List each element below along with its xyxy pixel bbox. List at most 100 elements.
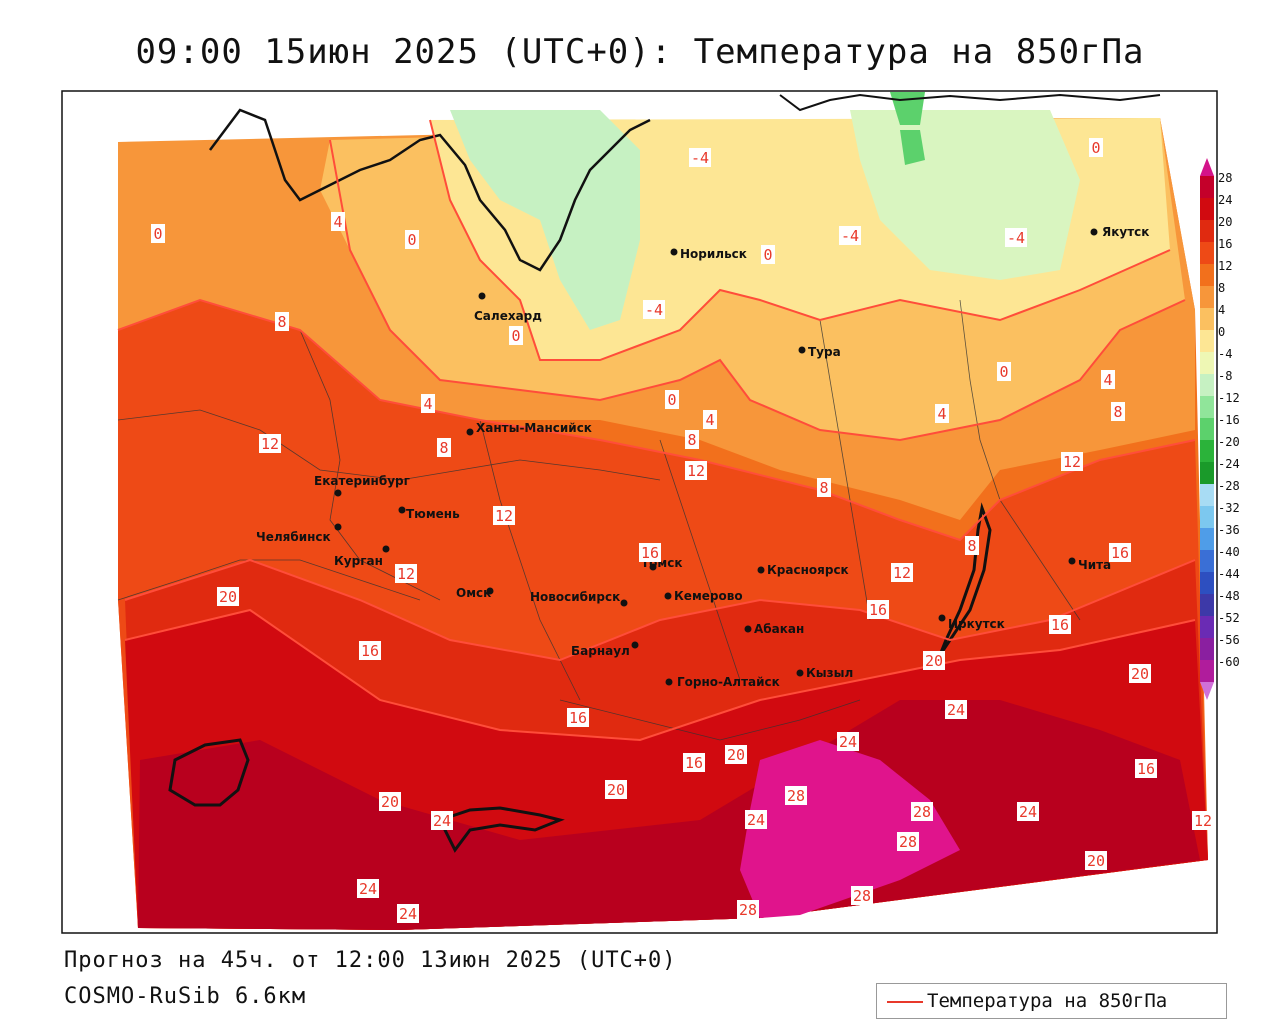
isotherm-label: 16: [361, 642, 379, 660]
city-markers: Салехард Норильск Якутск Тура Ханты-Мансийск…: [256, 225, 1149, 689]
city-label: Норильск: [680, 247, 747, 261]
city-label: Ханты-Мансийск: [476, 421, 592, 435]
colorbar-tick-label: 4: [1218, 303, 1225, 317]
colorbar-tick-label: 0: [1218, 325, 1225, 339]
isotherm-label-bg: [151, 224, 165, 243]
isotherm-label-bg: [897, 832, 919, 851]
isotherm-label: 0: [511, 327, 520, 345]
colorbar-segment: [1200, 242, 1214, 264]
colorbar-segment: [1200, 396, 1214, 418]
isotherm-label: 16: [1051, 616, 1069, 634]
isotherm-label-bg: [431, 811, 453, 830]
isotherm-label-bg: [1049, 615, 1071, 634]
isotherm-label-bg: [357, 879, 379, 898]
isotherm-label-bg: [945, 700, 967, 719]
isotherm-label: 16: [1137, 760, 1155, 778]
isotherm-label: 24: [747, 811, 765, 829]
isotherm-label: 8: [439, 439, 448, 457]
isotherm-label-bg: [725, 745, 747, 764]
colorbar-segment: [1200, 440, 1214, 462]
lake-aral: [168, 738, 250, 807]
isotherm-label-bg: [639, 543, 661, 562]
city-label: Чита: [1078, 558, 1111, 572]
isotherm-label: 24: [839, 733, 857, 751]
colorbar-segment: [1200, 308, 1214, 330]
isotherm-label-bg: [1129, 664, 1151, 683]
isotherm-label: 20: [727, 746, 745, 764]
isotherm-label: 0: [153, 225, 162, 243]
isotherm-label-bg: [1005, 228, 1027, 247]
isotherm-label: 12: [495, 507, 513, 525]
city-label: Красноярск: [767, 563, 849, 577]
colorbar-tick-label: -40: [1218, 545, 1240, 559]
city-dot: [1090, 228, 1098, 236]
isotherm-label: 4: [423, 395, 432, 413]
city-dot: [1068, 557, 1076, 565]
zone-minus12c-b: [900, 130, 925, 165]
colorbar-segment: [1200, 374, 1214, 396]
isotherm-label: 24: [433, 812, 451, 830]
isotherm-label-bg: [395, 564, 417, 583]
colorbar-tick-label: -52: [1218, 611, 1240, 625]
forecast-info: Прогноз на 45ч. от 12:00 13июн 2025 (UTC…: [64, 948, 677, 973]
isotherm-label: 20: [925, 652, 943, 670]
city-dot: [631, 641, 639, 649]
lake-balkhash: [437, 806, 565, 853]
isotherm-label: 24: [1019, 803, 1037, 821]
zone-minus8c: [450, 110, 640, 330]
colorbar-segment: [1200, 220, 1214, 242]
isotherm-label: 8: [819, 479, 828, 497]
isotherm-label: 12: [261, 435, 279, 453]
isotherm-label: 28: [739, 901, 757, 919]
isotherm-label-bg: [1017, 802, 1039, 821]
city-dot: [334, 523, 342, 531]
isotherm-label-bg: [851, 886, 873, 905]
city-label: Омск: [456, 586, 491, 600]
isotherm-label: 20: [1131, 665, 1149, 683]
isotherm-label: 20: [381, 793, 399, 811]
city-label: Салехард: [474, 309, 542, 323]
isotherm-label: 16: [685, 754, 703, 772]
city-dot: [798, 346, 806, 354]
temperature-map[interactable]: 2824201612840-4-8-12-16-20-24-28-32-36-4…: [0, 0, 1280, 940]
isotherm-label-bg: [745, 810, 767, 829]
isotherm-label: 12: [893, 564, 911, 582]
isotherm-label-bg: [911, 802, 933, 821]
map-title: 09:00 15июн 2025 (UTC+0): Температура на…: [135, 32, 1145, 72]
city-label: Кемерово: [674, 589, 743, 603]
isotherm-label: 0: [999, 363, 1008, 381]
coastline-north: [209, 108, 651, 272]
colorbar-tick-label: 24: [1218, 193, 1232, 207]
isotherm-label-bg: [643, 300, 665, 319]
isotherm-label-bg: [259, 434, 281, 453]
isotherm-label: 0: [1091, 139, 1100, 157]
colorbar-tick-label: 12: [1218, 259, 1232, 273]
isotherm-label-bg: [397, 904, 419, 923]
city-dot: [796, 669, 804, 677]
isotherm-label-bg: [331, 212, 345, 231]
isotherm-label: -4: [841, 227, 859, 245]
isotherm-label-bg: [1111, 402, 1125, 421]
isotherm-label-bg: [1085, 851, 1107, 870]
isotherm-label: 0: [667, 391, 676, 409]
colorbar-tick-label: -60: [1218, 655, 1240, 669]
isotherm-label-bg: [567, 708, 589, 727]
colorbar-segment: [1200, 286, 1214, 308]
colorbar-tick-label: -4: [1218, 347, 1232, 361]
colorbar-tick-label: 16: [1218, 237, 1232, 251]
isotherm-label: 12: [397, 565, 415, 583]
colorbar-tick-label: -16: [1218, 413, 1240, 427]
isotherm-label-bg: [1101, 370, 1115, 389]
city-label: Абакан: [754, 622, 804, 636]
colorbar: 28 24 20 16 12 8 4 0 -4 -8 -12 -16 -20 -24 -28 -32 -36 -4…: [1200, 158, 1240, 700]
isotherm-label-bg: [923, 651, 945, 670]
city-dot: [382, 545, 390, 553]
city-dot: [649, 563, 657, 571]
isotherm-label: 8: [277, 313, 286, 331]
isotherm-label-bg: [359, 641, 381, 660]
city-dot: [620, 599, 628, 607]
isotherm-label: 4: [705, 411, 714, 429]
isotherm-label-bg: [867, 600, 889, 619]
colorbar-segment: [1200, 660, 1214, 682]
isotherm-label: 16: [1111, 544, 1129, 562]
